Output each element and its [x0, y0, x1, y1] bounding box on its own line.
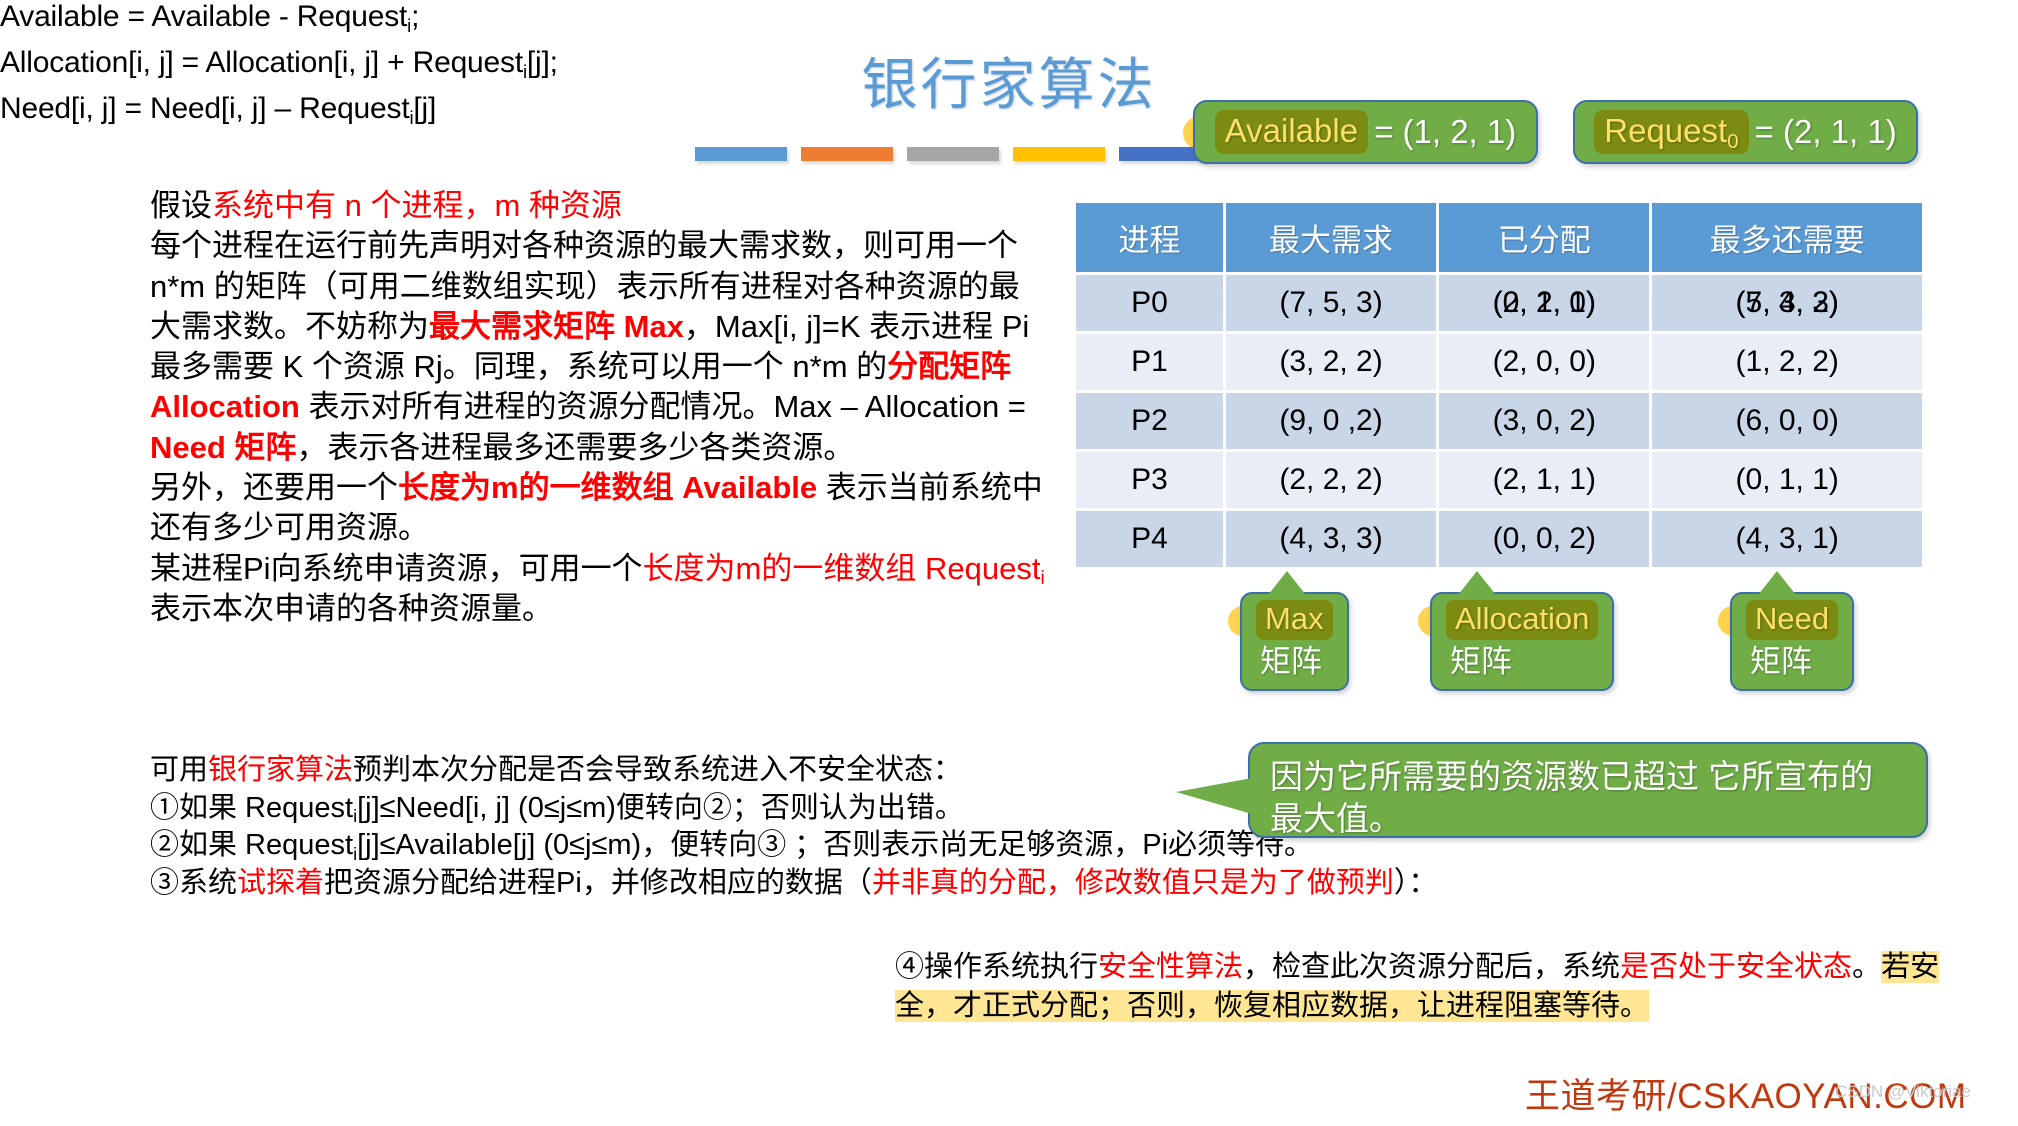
text-segment: 表示当前系统中还有多少可用资源。 某进程Pi向系统申请资源，可用一个 [150, 470, 1043, 586]
text-segment: 表示对所有进程的资源分配情况。Max – Allocation = [299, 389, 1035, 425]
text-segment: ）： [1393, 867, 1438, 900]
matrix-label-allocation-name: Allocation [1446, 600, 1599, 640]
accent-bar-indigo [1119, 147, 1211, 161]
text-segment: 假设 [150, 188, 212, 223]
text-segment-red: 安全性算法 [1098, 951, 1244, 983]
text-segment: ，Max[i, j]=K 表示进程 Pi 最多需要 K 个资源 Rj。同理，系统… [150, 308, 1038, 385]
cell-allocation: (0, 0, 2) [1439, 511, 1650, 567]
cell-need: (4, 3, 1) [1652, 511, 1922, 567]
callout-request: Request0 = (2, 1, 1) [1573, 100, 1918, 164]
text-segment-red: 银行家算法 [208, 754, 354, 786]
cell-allocation: (3, 0, 2) [1439, 393, 1650, 449]
table-row: P0 (7, 5, 3) (0, 1, 0) (2, 2, 1) (7, 4, … [1076, 275, 1922, 331]
cell-max: (3, 2, 2) [1225, 334, 1437, 390]
formula-list: Available = Available - Requesti; Alloca… [0, 0, 700, 128]
text-segment-red: 长度为m的一维数组 Requesti [642, 550, 1045, 590]
cell-max: (4, 3, 3) [1225, 511, 1437, 567]
callout-request-key: Request0 [1594, 110, 1749, 154]
cell-process: P3 [1076, 452, 1223, 508]
matrix-label-max: Max 矩阵 [1228, 570, 1349, 692]
matrix-label-allocation: Allocation 矩阵 [1418, 570, 1615, 692]
cell-allocation: (0, 1, 0) (2, 2, 1) [1439, 275, 1650, 331]
column-header-max: 最大需求 [1225, 203, 1437, 272]
explanation-bubble: 因为它所需要的资源数已超过 它所宣布的最大值。 [1176, 742, 1928, 838]
cell-max: (2, 2, 2) [1225, 452, 1437, 508]
cell-max: (7, 5, 3) [1225, 275, 1437, 331]
cell-process: P0 [1076, 275, 1223, 331]
text-segment: 表示本次申请的各种资源量。 [150, 550, 1054, 626]
accent-bar-group [695, 147, 1215, 163]
cell-need: (7, 4, 3) (5, 3, 2) [1652, 275, 1922, 331]
formula-need: Need[i, j] = Need[i, j] – Requesti[j] [0, 92, 437, 128]
text-segment-red: 是否处于安全状态 [1620, 951, 1853, 983]
resource-allocation-table: 进程 最大需求 已分配 最多还需要 P0 (7, 5, 3) (0, 1, 0)… [1073, 200, 1925, 570]
text-segment: 把资源分配给进程Pi，并修改相应的数据（ [324, 867, 872, 900]
text-segment-red: 长度为m的一维数组 Available [398, 470, 818, 506]
text-segment-red: Need 矩阵 [150, 429, 297, 465]
text-segment-red: 分配矩阵 Allocation [150, 349, 1020, 425]
yellow-dot-decoration [1718, 606, 1748, 636]
cell-process: P1 [1076, 334, 1223, 390]
table-row: P4 (4, 3, 3) (0, 0, 2) (4, 3, 1) [1076, 511, 1922, 567]
text-segment-red: 并非真的分配，修改数值只是为了做预判 [871, 867, 1394, 900]
text-segment-red: 试探着 [237, 867, 325, 900]
cell-allocation: (2, 1, 1) [1439, 452, 1650, 508]
cell-allocation: (2, 0, 0) [1439, 334, 1650, 390]
overlapped-value: (7, 4, 3) (5, 3, 2) [1735, 286, 1839, 319]
formula-available: Available = Available - Requesti; [0, 0, 420, 36]
cell-need: (1, 2, 2) [1652, 334, 1922, 390]
accent-bar-blue [695, 147, 787, 161]
text-segment: 每个进程在运行前先声明对各种资源的最大需求数，则可用一个 n*m 的矩阵（可用二… [150, 228, 1027, 344]
matrix-label-allocation-cn: 矩阵 [1450, 643, 1512, 679]
table-header-row: 进程 最大需求 已分配 最多还需要 [1076, 203, 1922, 272]
cell-process: P4 [1076, 511, 1223, 567]
yellow-dot-decoration [1418, 606, 1448, 636]
watermark-brand: 王道考研/CSKAOYAN.COM [1525, 1077, 1967, 1116]
accent-bar-gold [1013, 147, 1105, 161]
text-segment: ，检查此次资源分配后，系统 [1243, 951, 1621, 983]
callout-available-key: Available [1214, 110, 1369, 154]
text-segment-red: 最大需求矩阵 Max [429, 308, 684, 344]
matrix-label-need-cn: 矩阵 [1750, 643, 1812, 679]
formula-allocation: Allocation[i, j] = Allocation[i, j] + Re… [0, 46, 558, 82]
callout-available: Available = (1, 2, 1) [1183, 100, 1538, 164]
matrix-label-max-cn: 矩阵 [1260, 643, 1322, 679]
overlapped-value: (0, 1, 0) (2, 2, 1) [1492, 286, 1596, 319]
matrix-label-max-name: Max [1256, 600, 1333, 640]
table-row: P3 (2, 2, 2) (2, 1, 1) (0, 1, 1) [1076, 452, 1922, 508]
text-segment: 。 [1852, 951, 1882, 983]
text-segment: 可用 [150, 754, 209, 786]
matrix-label-need-name: Need [1746, 600, 1839, 640]
column-header-process: 进程 [1076, 203, 1223, 272]
yellow-dot-decoration [1183, 116, 1217, 150]
text-segment: ，表示各进程最多还需要多少各类资源。 另外，还要用一个 [150, 429, 855, 506]
yellow-dot-decoration [1228, 606, 1258, 636]
watermark-csdn: CSDN @Viktoriae [1835, 1082, 1971, 1101]
callout-available-value: = (1, 2, 1) [1374, 113, 1517, 150]
accent-bar-orange [801, 147, 893, 161]
cell-need: (0, 1, 1) [1652, 452, 1922, 508]
cell-max: (9, 0 ,2) [1225, 393, 1437, 449]
column-header-need: 最多还需要 [1652, 203, 1922, 272]
matrix-label-need: Need 矩阵 [1718, 570, 1855, 692]
column-header-allocated: 已分配 [1439, 203, 1650, 272]
accent-bar-gray [907, 147, 999, 161]
text-segment-red: 系统中有 n 个进程，m 种资源 [212, 188, 622, 223]
table-row: P1 (3, 2, 2) (2, 0, 0) (1, 2, 2) [1076, 334, 1922, 390]
cell-need: (6, 0, 0) [1652, 393, 1922, 449]
algorithm-step-4: ④操作系统执行安全性算法，检查此次资源分配后，系统是否处于安全状态。若安全，才正… [895, 948, 1955, 1025]
page-title: 银行家算法 [861, 55, 1157, 117]
algorithm-steps: 可用银行家算法预判本次分配是否会导致系统进入不安全状态： ①如果 Request… [150, 752, 1450, 903]
callout-request-value: = (2, 1, 1) [1754, 113, 1897, 150]
text-segment: ④操作系统执行 [895, 951, 1099, 983]
definition-paragraph: 假设系统中有 n 个进程，m 种资源 每个进程在运行前先声明对各种资源的最大需求… [150, 186, 1050, 629]
table-row: P2 (9, 0 ,2) (3, 0, 2) (6, 0, 0) [1076, 393, 1922, 449]
text-segment: 预判本次分配是否会导致系统进入不安全状态： ①如果 Requesti[j]≤Ne… [150, 754, 1314, 900]
cell-process: P2 [1076, 393, 1223, 449]
